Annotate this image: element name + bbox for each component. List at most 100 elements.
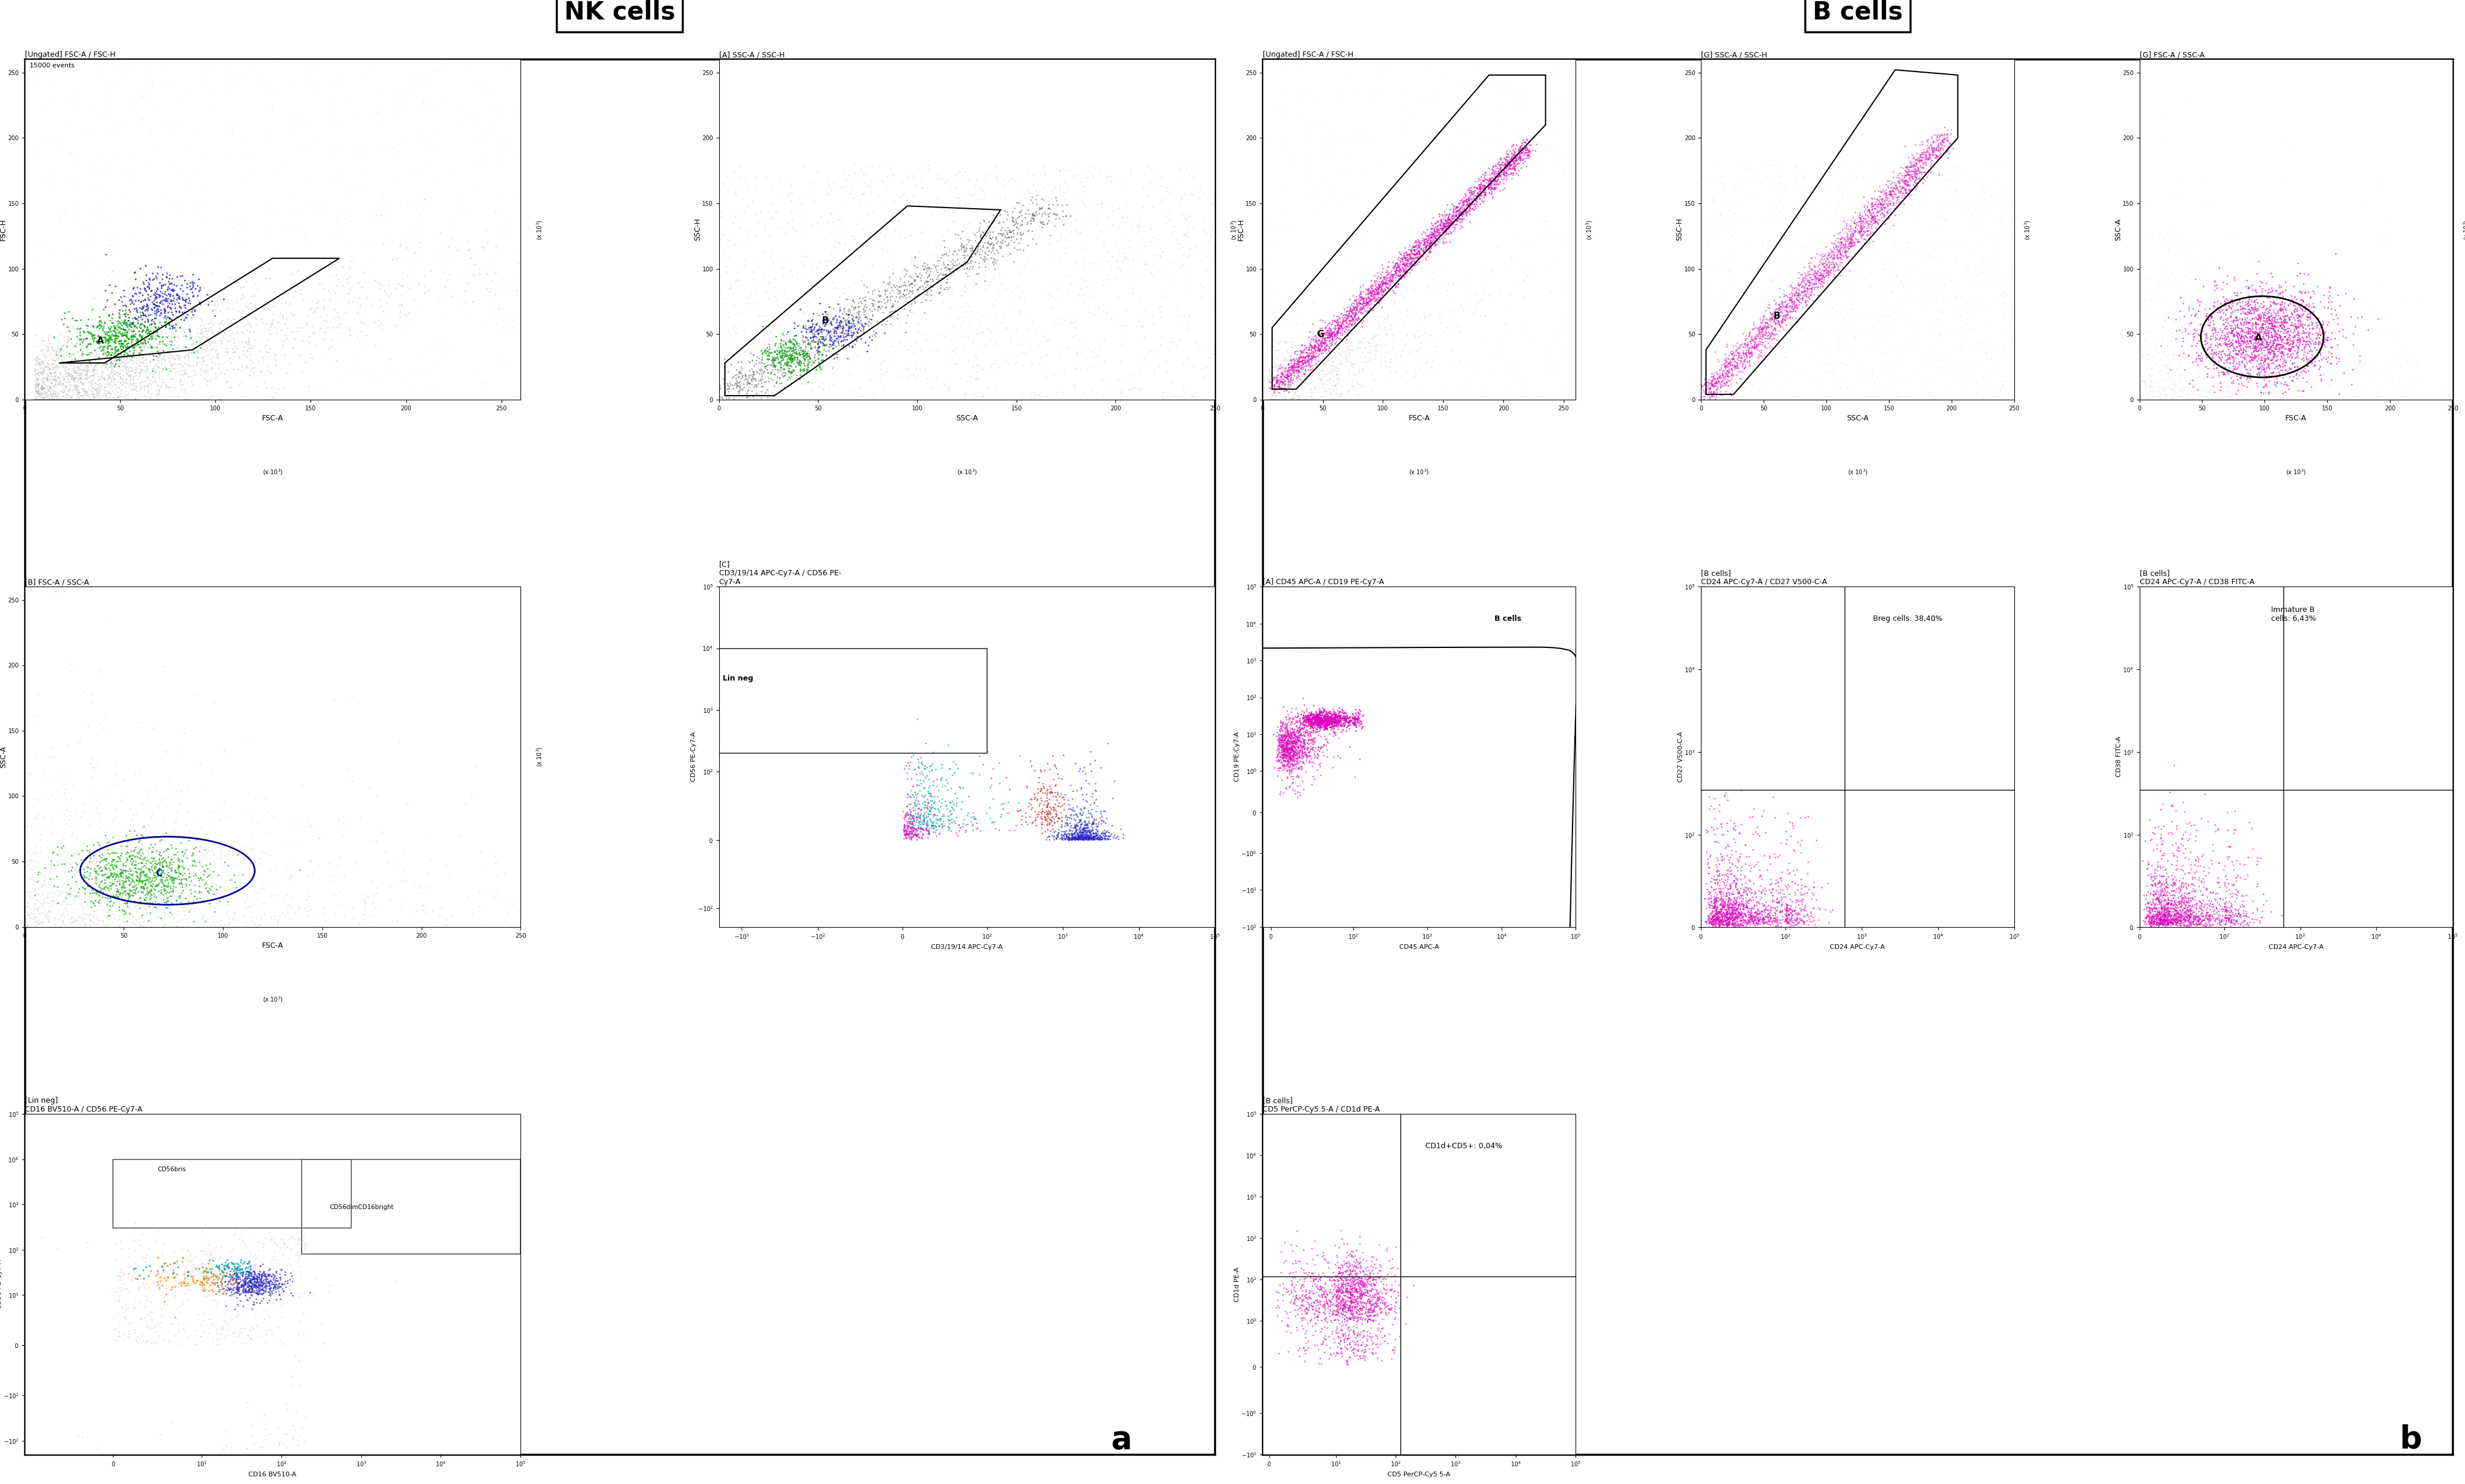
Point [89, 890, 128, 914]
Point [1048, 825, 1087, 849]
Point [1972, 184, 2011, 208]
Point [2310, 286, 2349, 310]
Point [1341, 337, 1380, 361]
Point [86, 322, 126, 346]
Point [207, 1248, 246, 1272]
Point [1260, 729, 1299, 752]
Point [1057, 356, 1097, 380]
Point [2280, 321, 2320, 344]
Point [153, 905, 192, 929]
Point [1750, 325, 1790, 349]
Point [441, 824, 481, 847]
Point [959, 187, 998, 211]
Point [2228, 375, 2268, 399]
Point [774, 316, 813, 340]
Point [2265, 166, 2305, 190]
Point [2273, 346, 2312, 370]
Point [1304, 1264, 1343, 1288]
Point [1329, 306, 1368, 329]
Point [1427, 214, 1467, 237]
Point [732, 359, 772, 383]
Point [1770, 282, 1809, 306]
Point [1703, 908, 1743, 932]
Point [1730, 896, 1770, 920]
Point [2268, 331, 2307, 355]
Point [1684, 372, 1723, 396]
Point [1388, 249, 1427, 273]
Point [1947, 372, 1987, 396]
Point [2246, 349, 2285, 372]
Point [2162, 362, 2201, 386]
Point [2157, 902, 2196, 926]
Point [71, 381, 111, 405]
Point [2132, 889, 2172, 913]
Point [2260, 280, 2300, 304]
Point [1753, 321, 1792, 344]
Point [468, 279, 508, 303]
Point [759, 350, 799, 374]
Point [1311, 714, 1351, 738]
Point [1706, 908, 1745, 932]
Point [2214, 356, 2253, 380]
Point [2221, 334, 2260, 358]
Point [937, 306, 976, 329]
Point [1380, 266, 1420, 289]
Point [2251, 316, 2290, 340]
Point [1831, 251, 1871, 275]
Point [1057, 824, 1097, 847]
Point [1262, 752, 1302, 776]
Point [2159, 895, 2199, 919]
Point [1400, 242, 1440, 266]
Point [1279, 727, 1319, 751]
Point [821, 298, 860, 322]
Point [1701, 893, 1740, 917]
Point [22, 910, 62, 933]
Point [1309, 703, 1348, 727]
Point [855, 292, 895, 316]
Point [2127, 850, 2167, 874]
Point [1067, 827, 1107, 850]
Point [2218, 331, 2258, 355]
Point [1910, 310, 1950, 334]
Point [1274, 705, 1314, 729]
Point [2290, 324, 2329, 347]
Point [1703, 383, 1743, 407]
Point [1346, 1297, 1385, 1321]
Point [850, 312, 890, 335]
Point [128, 283, 168, 307]
Point [104, 901, 143, 925]
Point [1274, 741, 1314, 764]
Point [1274, 735, 1314, 758]
Point [1356, 1278, 1395, 1301]
Point [2149, 236, 2189, 260]
Point [2204, 361, 2243, 384]
Point [74, 833, 113, 856]
Point [979, 751, 1018, 775]
Point [99, 306, 138, 329]
Point [1324, 1324, 1363, 1347]
Point [730, 341, 769, 365]
Point [707, 386, 747, 410]
Point [143, 346, 182, 370]
Point [1267, 738, 1306, 761]
Point [1329, 706, 1368, 730]
Point [2290, 334, 2329, 358]
Point [1787, 276, 1827, 300]
Point [44, 889, 84, 913]
Point [1292, 344, 1331, 368]
Point [2310, 283, 2349, 307]
Point [1346, 1337, 1385, 1361]
Point [2283, 313, 2322, 337]
Point [1274, 723, 1314, 746]
Point [1509, 138, 1548, 162]
Point [52, 306, 91, 329]
Point [205, 1254, 244, 1278]
Point [1319, 709, 1358, 733]
Point [2206, 272, 2246, 295]
Point [160, 359, 200, 383]
Point [1294, 387, 1334, 411]
Point [2191, 326, 2231, 350]
Point [1316, 1263, 1356, 1287]
Point [27, 387, 67, 411]
Point [924, 276, 964, 300]
